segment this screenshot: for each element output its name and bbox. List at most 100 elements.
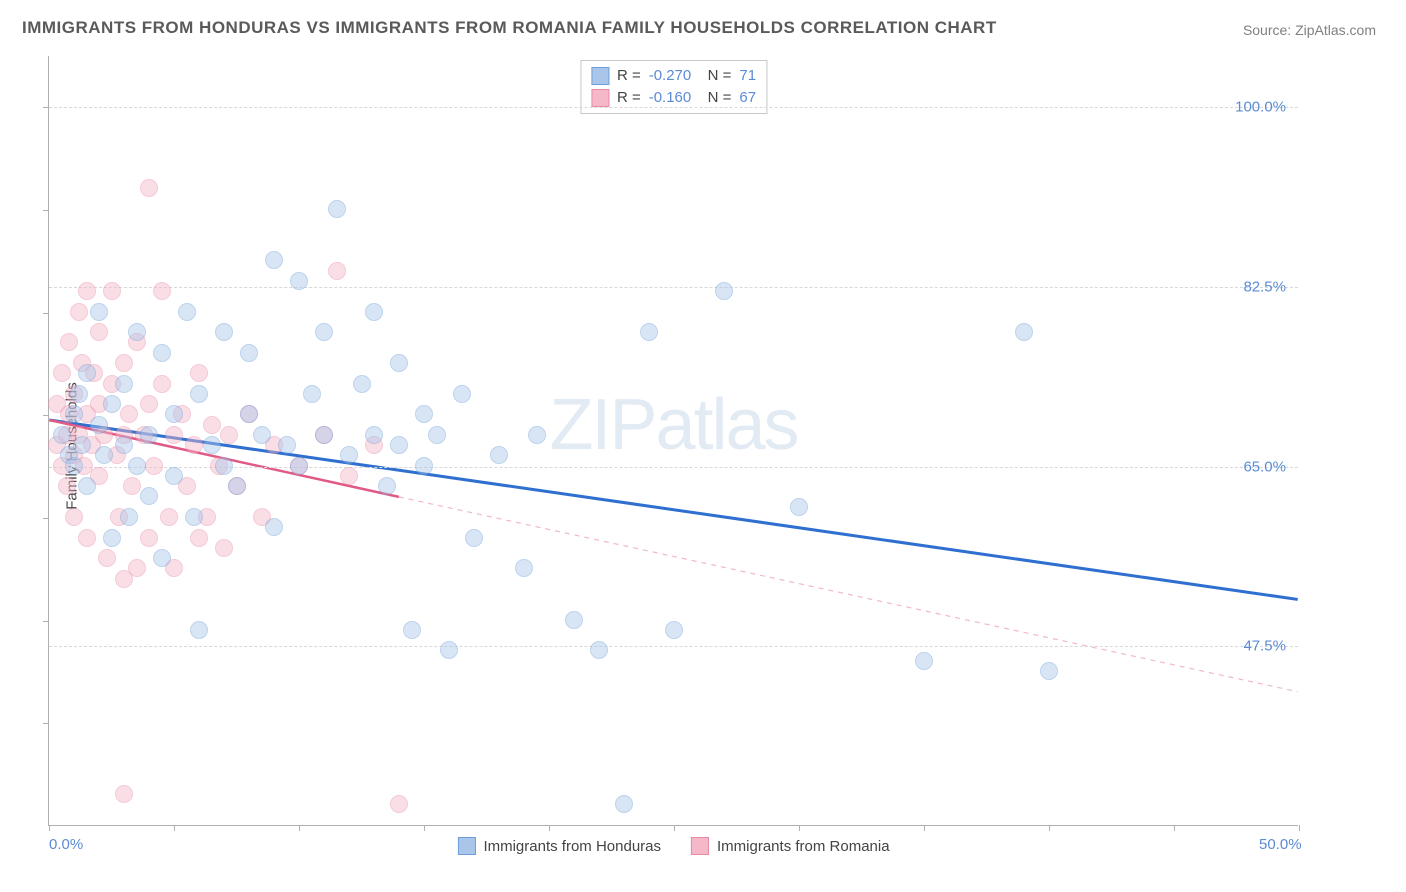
- y-tick-label: 100.0%: [1235, 99, 1286, 116]
- scatter-point: [178, 303, 196, 321]
- scatter-point: [115, 785, 133, 803]
- scatter-point: [78, 364, 96, 382]
- scatter-point: [65, 405, 83, 423]
- scatter-point: [390, 795, 408, 813]
- scatter-point: [328, 262, 346, 280]
- scatter-point: [120, 405, 138, 423]
- scatter-point: [240, 344, 258, 362]
- x-tick: [49, 825, 50, 831]
- scatter-point: [145, 457, 163, 475]
- watermark: ZIPatlas: [549, 384, 797, 466]
- scatter-point: [665, 621, 683, 639]
- x-tick: [299, 825, 300, 831]
- scatter-point: [53, 426, 71, 444]
- scatter-point: [1040, 662, 1058, 680]
- legend-swatch: [591, 67, 609, 85]
- scatter-point: [290, 272, 308, 290]
- scatter-point: [190, 385, 208, 403]
- scatter-point: [328, 200, 346, 218]
- scatter-point: [190, 364, 208, 382]
- x-tick: [549, 825, 550, 831]
- scatter-point: [78, 282, 96, 300]
- scatter-point: [103, 282, 121, 300]
- scatter-point: [98, 549, 116, 567]
- legend-item: Immigrants from Honduras: [457, 837, 661, 855]
- trend-line: [49, 420, 1297, 599]
- scatter-point: [128, 457, 146, 475]
- scatter-point: [315, 426, 333, 444]
- legend-r-value: -0.160: [649, 87, 692, 109]
- scatter-point: [203, 436, 221, 454]
- y-tick-label: 47.5%: [1243, 638, 1286, 655]
- scatter-point: [65, 508, 83, 526]
- scatter-point: [715, 282, 733, 300]
- scatter-point: [215, 323, 233, 341]
- scatter-point: [95, 446, 113, 464]
- scatter-point: [190, 529, 208, 547]
- scatter-point: [403, 621, 421, 639]
- legend-r-value: -0.270: [649, 65, 692, 87]
- scatter-point: [378, 477, 396, 495]
- scatter-point: [528, 426, 546, 444]
- scatter-point: [428, 426, 446, 444]
- scatter-point: [53, 364, 71, 382]
- scatter-point: [290, 457, 308, 475]
- scatter-point: [515, 559, 533, 577]
- scatter-point: [185, 436, 203, 454]
- chart-title: IMMIGRANTS FROM HONDURAS VS IMMIGRANTS F…: [22, 18, 997, 38]
- trend-lines-layer: [49, 56, 1298, 825]
- y-tick-label: 82.5%: [1243, 279, 1286, 296]
- scatter-point: [640, 323, 658, 341]
- scatter-point: [220, 426, 238, 444]
- scatter-point: [153, 549, 171, 567]
- scatter-point: [78, 477, 96, 495]
- scatter-point: [253, 426, 271, 444]
- gridline: [49, 107, 1298, 108]
- x-tick-label: 0.0%: [49, 836, 83, 853]
- scatter-point: [153, 375, 171, 393]
- scatter-point: [490, 446, 508, 464]
- scatter-point: [228, 477, 246, 495]
- scatter-point: [415, 457, 433, 475]
- scatter-point: [915, 652, 933, 670]
- x-tick: [1299, 825, 1300, 831]
- legend-n-value: 71: [739, 65, 756, 87]
- scatter-point: [128, 559, 146, 577]
- scatter-point: [140, 179, 158, 197]
- y-tick: [43, 107, 49, 108]
- scatter-point: [90, 323, 108, 341]
- scatter-point: [203, 416, 221, 434]
- scatter-point: [165, 426, 183, 444]
- scatter-point: [90, 303, 108, 321]
- watermark-bold: ZIP: [549, 385, 655, 465]
- legend-swatch: [457, 837, 475, 855]
- y-tick: [43, 415, 49, 416]
- scatter-point: [590, 641, 608, 659]
- watermark-thin: atlas: [655, 385, 797, 465]
- plot-area: ZIPatlas R = -0.270 N = 71R = -0.160 N =…: [48, 56, 1298, 826]
- legend-label: Immigrants from Romania: [717, 838, 890, 855]
- y-tick: [43, 723, 49, 724]
- scatter-point: [128, 323, 146, 341]
- x-tick: [424, 825, 425, 831]
- legend-row: R = -0.270 N = 71: [591, 65, 756, 87]
- legend-n-value: 67: [739, 87, 756, 109]
- scatter-point: [465, 529, 483, 547]
- scatter-point: [215, 539, 233, 557]
- legend-r-label: R =: [617, 65, 641, 87]
- y-tick: [43, 210, 49, 211]
- legend-item: Immigrants from Romania: [691, 837, 890, 855]
- gridline: [49, 287, 1298, 288]
- scatter-point: [103, 529, 121, 547]
- scatter-point: [390, 436, 408, 454]
- scatter-point: [453, 385, 471, 403]
- scatter-point: [215, 457, 233, 475]
- scatter-point: [140, 529, 158, 547]
- y-tick-label: 65.0%: [1243, 458, 1286, 475]
- series-legend: Immigrants from Honduras Immigrants from …: [457, 837, 889, 855]
- scatter-point: [103, 395, 121, 413]
- x-tick: [924, 825, 925, 831]
- scatter-point: [140, 426, 158, 444]
- y-tick: [43, 518, 49, 519]
- scatter-point: [165, 405, 183, 423]
